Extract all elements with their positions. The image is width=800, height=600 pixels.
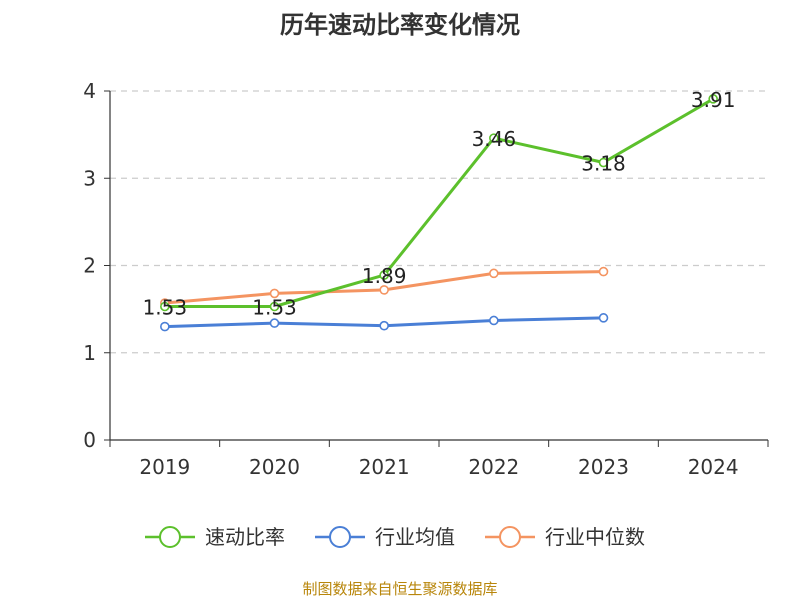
legend-swatch-marker — [159, 526, 181, 548]
series-line-0 — [163, 97, 715, 308]
series-lines — [160, 94, 718, 332]
y-tick-label: 1 — [83, 341, 96, 365]
data-point — [708, 94, 718, 104]
x-axis-ticks: 2019 2020 2021 2022 2023 2024 — [139, 455, 738, 479]
source-note: 制图数据来自恒生聚源数据库 — [302, 580, 497, 598]
legend-item-2: 行业中位数 — [485, 525, 645, 549]
data-point — [598, 313, 609, 323]
data-point — [489, 133, 499, 143]
legend-item-0: 速动比率 — [145, 525, 285, 549]
legend-label: 速动比率 — [205, 525, 285, 549]
y-tick-label: 0 — [83, 428, 96, 452]
data-labels: 1.53 1.53 1.89 3.46 3.18 3.91 — [143, 88, 736, 320]
data-point — [269, 318, 280, 328]
grid-lines — [110, 90, 768, 354]
data-label: 3.18 — [581, 152, 626, 176]
legend-swatch-marker — [499, 526, 521, 548]
data-label: 3.46 — [472, 127, 517, 151]
data-label: 1.53 — [252, 296, 297, 320]
data-point — [489, 315, 499, 326]
data-point — [269, 301, 280, 312]
data-label: 3.91 — [691, 88, 736, 112]
data-label: 1.53 — [143, 296, 188, 320]
y-tick-label: 4 — [83, 79, 96, 103]
data-point — [598, 266, 609, 277]
data-point — [160, 301, 170, 312]
legend: 速动比率 行业均值 行业中位数 — [145, 525, 645, 549]
data-point — [160, 321, 170, 332]
legend-label: 行业中位数 — [545, 525, 645, 549]
chart-title: 历年速动比率变化情况 — [280, 11, 520, 39]
legend-swatch-marker — [329, 526, 351, 548]
y-axis-ticks: 0 1 2 3 4 — [83, 79, 96, 452]
y-tick-label: 3 — [83, 166, 96, 190]
legend-item-1: 行业均值 — [315, 525, 455, 549]
x-tick-label: 2023 — [578, 455, 629, 479]
x-tick-label: 2021 — [359, 455, 410, 479]
data-point — [379, 285, 389, 295]
axes — [104, 90, 769, 447]
x-tick-label: 2024 — [688, 455, 739, 479]
data-point — [379, 320, 389, 331]
data-point — [598, 157, 609, 168]
data-point — [269, 288, 280, 299]
data-point — [379, 270, 389, 280]
data-label: 1.89 — [362, 264, 407, 288]
data-point — [489, 268, 499, 279]
y-tick-label: 2 — [83, 254, 96, 278]
x-tick-label: 2022 — [468, 455, 519, 479]
x-tick-label: 2019 — [139, 455, 190, 479]
legend-label: 行业均值 — [375, 525, 455, 549]
x-tick-label: 2020 — [249, 455, 300, 479]
